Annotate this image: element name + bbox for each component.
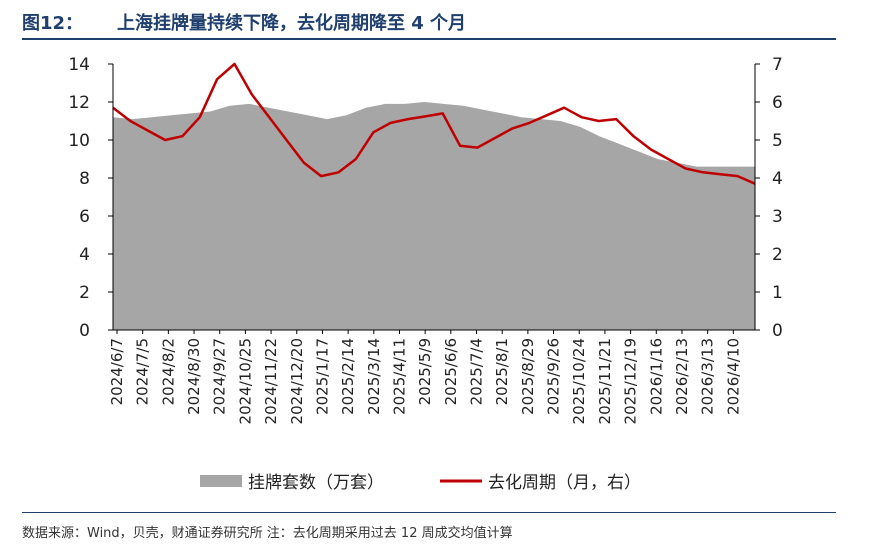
x-tick-label: 2025/12/19 <box>622 338 640 424</box>
title-text: 上海挂牌量持续下降，去化周期降至 4 个月 <box>117 13 467 34</box>
y-right-tick-label: 4 <box>772 169 783 189</box>
y-left-tick-label: 2 <box>79 283 90 303</box>
y-left-tick-label: 8 <box>79 169 90 189</box>
y-right-tick-label: 0 <box>772 321 783 341</box>
figure-label: 图12： <box>22 13 84 34</box>
chart-title: 图12： 上海挂牌量持续下降，去化周期降至 4 个月 <box>22 9 466 35</box>
area-layer <box>113 102 755 330</box>
x-tick-label: 2024/8/2 <box>159 338 177 405</box>
line-series-destocking <box>112 62 756 185</box>
x-tick-label: 2024/11/22 <box>262 338 280 424</box>
x-tick-label: 2025/5/9 <box>416 338 434 405</box>
x-tick-label: 2025/8/1 <box>493 338 511 405</box>
x-tick-label: 2026/2/13 <box>673 338 691 415</box>
x-tick-label: 2025/11/21 <box>596 338 614 424</box>
x-tick-label: 2024/7/5 <box>134 338 152 405</box>
x-tick-label: 2025/6/6 <box>442 338 460 405</box>
y-right-tick-label: 3 <box>772 207 783 227</box>
x-tick-label: 2026/4/10 <box>724 338 742 415</box>
x-tick-label: 2026/1/16 <box>647 338 665 415</box>
line-layer <box>112 62 756 185</box>
y-right-tick-label: 6 <box>772 93 783 113</box>
x-tick-label: 2024/12/20 <box>288 338 306 424</box>
y-left-tick-label: 10 <box>68 131 90 151</box>
source-note: 数据来源：Wind，贝壳，财通证券研究所 注：去化周期采用过去 12 周成交均值… <box>22 526 513 541</box>
x-tick-label: 2025/8/29 <box>519 338 537 415</box>
legend-label-area: 挂牌套数（万套） <box>248 473 384 493</box>
x-tick-label: 2025/9/26 <box>545 338 563 415</box>
area-series-listings <box>113 102 755 330</box>
top-rule-accent <box>808 38 836 40</box>
y-right-tick-label: 1 <box>772 283 783 303</box>
top-rule <box>22 38 808 40</box>
y-right-tick-label: 7 <box>772 55 783 75</box>
y-left-tick-label: 6 <box>79 207 90 227</box>
legend-swatch-area <box>200 475 242 487</box>
y-right-tick-label: 2 <box>772 245 783 265</box>
y-left-tick-label: 0 <box>79 321 90 341</box>
x-tick-label: 2026/3/13 <box>699 338 717 415</box>
x-tick-label: 2025/3/14 <box>365 338 383 415</box>
y-left-tick-label: 12 <box>68 93 90 113</box>
x-tick-label: 2025/2/14 <box>339 338 357 415</box>
y-left-tick-label: 4 <box>79 245 90 265</box>
x-tick-label: 2024/6/7 <box>108 338 126 405</box>
x-tick-label: 2024/9/27 <box>211 338 229 415</box>
legend: 挂牌套数（万套） 去化周期（月，右） <box>200 473 641 493</box>
x-tick-label: 2024/8/30 <box>185 338 203 415</box>
x-tick-label: 2025/10/24 <box>570 338 588 424</box>
y-left-tick-label: 14 <box>68 55 90 75</box>
x-tick-label: 2025/7/4 <box>468 338 486 405</box>
y-right-tick-label: 5 <box>772 131 783 151</box>
x-tick-label: 2024/10/25 <box>236 338 254 424</box>
legend-label-line: 去化周期（月，右） <box>488 473 641 493</box>
bottom-rule <box>22 512 836 513</box>
x-tick-label: 2025/4/11 <box>391 338 409 415</box>
x-tick-label: 2025/1/17 <box>313 338 331 415</box>
